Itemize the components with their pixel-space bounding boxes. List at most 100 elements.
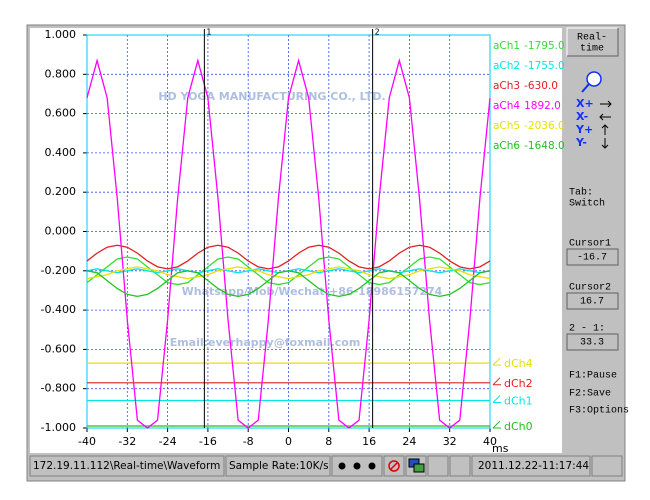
channel-name: aCh1 xyxy=(493,40,520,52)
arrow-down xyxy=(601,138,609,149)
button-bevel xyxy=(567,28,619,57)
status-field xyxy=(591,455,623,477)
x-tick-label: -24 xyxy=(159,435,177,448)
digital-label: dCh0 xyxy=(504,420,533,433)
channel-readout: -1755.0 xyxy=(524,60,565,72)
channel-name: aCh4 xyxy=(493,100,520,112)
x-tick-label: 24 xyxy=(402,435,416,448)
key-hint: F1:Pause xyxy=(569,371,617,382)
nav-x-minus[interactable]: X- xyxy=(576,110,588,123)
zoom-icon xyxy=(581,83,590,93)
channel-name: aCh3 xyxy=(493,80,520,92)
tab-hint: Tab: xyxy=(569,187,593,199)
side-panel: Real- time X+ X- Y+ Y- Tab: Switch Curso… xyxy=(566,27,629,417)
status-bar: 172.19.11.112\Real-time\Waveform Sample … xyxy=(29,455,623,477)
delta-value: 33.3 xyxy=(580,338,604,349)
stop-icon xyxy=(389,461,399,471)
x-tick-label: 8 xyxy=(325,435,332,448)
y-tick-label: -0.800 xyxy=(41,382,76,395)
delta-label: 2 - 1: xyxy=(569,324,605,335)
arrow-up xyxy=(601,124,609,135)
arrow-left xyxy=(599,113,611,121)
waveform xyxy=(86,266,491,280)
watermark: Email:everhappy@foxmail.com xyxy=(170,336,361,349)
channel-legend: aCh6 -1648.0 xyxy=(493,140,565,152)
cursor2-value: 16.7 xyxy=(580,297,604,308)
channel-readout: -1648.0 xyxy=(524,140,565,152)
key-hint: F2:Save xyxy=(569,389,611,400)
watermark: HD YOGA MANUFACTURING CO., LTD. xyxy=(158,90,385,103)
cursor1-label: Cursor1 xyxy=(569,239,611,250)
channel-readout: -2036.0 xyxy=(524,120,565,132)
edge-icon xyxy=(492,357,501,366)
indicator-dot xyxy=(368,462,376,470)
x-axis-unit: ms xyxy=(492,442,509,455)
channel-name: aCh6 xyxy=(493,140,520,152)
channel-readout: 1892.0 xyxy=(524,100,561,112)
plot-panel xyxy=(30,28,562,453)
waveform xyxy=(86,58,491,429)
cursor2-label: Cursor2 xyxy=(569,283,611,294)
channel-legend: aCh5 -2036.0 xyxy=(493,120,565,132)
waveform xyxy=(86,270,491,298)
channel-readout: -630.0 xyxy=(524,80,558,92)
y-tick-label: -0.200 xyxy=(41,264,76,277)
x-tick-label: -8 xyxy=(243,435,254,448)
channel-readout: -1795.0 xyxy=(524,40,565,52)
channel-legend: aCh3 -630.0 xyxy=(493,80,558,92)
status-sample-rate: Sample Rate:10K/s xyxy=(229,460,329,472)
nav-x-plus[interactable]: X+ xyxy=(576,97,594,110)
edge-icon xyxy=(492,377,501,386)
zoom-icon[interactable] xyxy=(586,71,602,87)
status-field xyxy=(427,455,449,477)
y-tick-label: 0.000 xyxy=(45,225,77,238)
cursor-label: 1 xyxy=(206,28,211,37)
digital-label: dCh2 xyxy=(504,377,533,390)
mode-text: time xyxy=(580,43,604,55)
status-field xyxy=(449,455,471,477)
channel-legend: aCh1 -1795.0 xyxy=(493,40,565,52)
y-tick-label: 0.800 xyxy=(45,67,77,80)
x-tick-label: 32 xyxy=(443,435,457,448)
digital-label: dCh4 xyxy=(504,357,533,370)
network-icon xyxy=(413,463,425,473)
y-tick-label: -0.600 xyxy=(41,342,76,355)
y-tick-label: 0.400 xyxy=(45,146,77,159)
y-tick-label: -0.400 xyxy=(41,303,76,316)
arrow-right xyxy=(600,100,612,108)
chart: -1.000 -0.800 -0.600 -0.400 -0.200 0.000 0.200… xyxy=(41,28,565,456)
status-field xyxy=(471,455,591,477)
status-path: 172.19.11.112\Real-time\Waveform xyxy=(33,460,220,472)
nav-y-minus[interactable]: Y- xyxy=(575,136,587,149)
x-tick-label: 0 xyxy=(285,435,292,448)
cursor-label: 2 xyxy=(375,28,380,37)
cursor1-value: -16.7 xyxy=(577,253,607,264)
plot-border xyxy=(86,34,491,429)
indicator-dot xyxy=(338,462,346,470)
x-tick-label: -32 xyxy=(118,435,136,448)
channel-legend: aCh4 1892.0 xyxy=(493,100,561,112)
y-tick-label: -1.000 xyxy=(41,421,76,434)
y-tick-label: 1.000 xyxy=(45,28,77,41)
watermark: Whatsapp/Mob/Wechat:+86-18986157274 xyxy=(182,285,443,298)
digital-label: dCh1 xyxy=(504,394,533,407)
channel-name: aCh5 xyxy=(493,120,520,132)
nav-y-plus[interactable]: Y+ xyxy=(575,123,593,136)
status-time: 2011.12.22-11:17:44 xyxy=(478,460,589,472)
key-hint: F3:Options xyxy=(569,405,629,417)
status-field xyxy=(29,455,225,477)
status-field xyxy=(225,455,331,477)
channel-name: aCh2 xyxy=(493,60,520,72)
edge-icon xyxy=(492,395,501,403)
edge-icon xyxy=(492,420,501,429)
y-tick-label: 0.200 xyxy=(45,185,77,198)
cursor1-box xyxy=(566,248,619,266)
x-tick-label: -16 xyxy=(199,435,217,448)
indicator-dot xyxy=(353,462,361,470)
x-tick-label: 40 xyxy=(483,435,497,448)
stop-icon xyxy=(388,460,400,472)
cursor2-box xyxy=(566,292,619,310)
x-tick-label: -40 xyxy=(78,435,96,448)
tab-hint: Switch xyxy=(569,198,605,210)
